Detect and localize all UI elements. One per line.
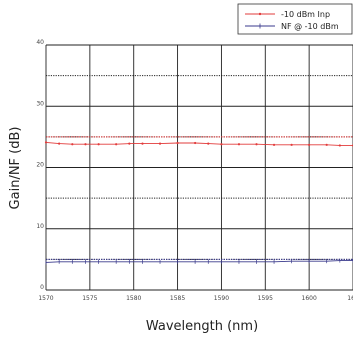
- tick-labels: 0 10 20 30 40 1570 1575 1580 1585 1590 1595 1600 160: [36, 39, 353, 302]
- series-line-nf: [45, 260, 353, 263]
- x-tick-label: 1595: [258, 295, 273, 302]
- x-tick-label: 1600: [302, 295, 317, 302]
- y-tick-label: 40: [36, 39, 44, 46]
- y-tick-label: 20: [36, 162, 44, 169]
- data-point-gain: [84, 143, 87, 146]
- y-tick-label: 0: [40, 284, 44, 291]
- data-point-gain: [237, 143, 241, 146]
- x-tick-label: 1585: [170, 295, 185, 302]
- data-point-gain: [141, 142, 144, 145]
- data-point-gain: [158, 142, 162, 145]
- data-point-gain: [290, 143, 293, 146]
- data-point-gain: [44, 141, 48, 144]
- data-point-gain: [255, 143, 258, 146]
- y-tick-label: 10: [36, 223, 44, 230]
- series-lines: [44, 141, 353, 265]
- data-point-gain: [272, 143, 276, 146]
- data-point-gain: [97, 143, 100, 146]
- data-point-gain: [194, 141, 197, 145]
- legend-label-nf: NF @ -10 dBm: [281, 22, 339, 31]
- data-point-gain: [71, 143, 74, 146]
- grid: [45, 44, 353, 291]
- x-tick-label: 1580: [126, 295, 141, 302]
- x-tick-label: 160: [347, 295, 353, 302]
- legend-marker-gain: [258, 12, 262, 16]
- x-tick-label: 1575: [82, 295, 97, 302]
- x-tick-label: 1590: [214, 295, 229, 302]
- legend-label-gain: -10 dBm Inp: [281, 10, 330, 19]
- data-point-gain: [176, 141, 179, 145]
- reference-lines: [46, 136, 353, 260]
- x-tick-label: 1570: [38, 295, 53, 302]
- data-point-gain: [58, 142, 61, 145]
- y-axis-title: Gain/NF (dB): [8, 127, 23, 210]
- data-point-gain: [308, 143, 311, 146]
- data-point-gain: [338, 144, 341, 147]
- data-point-gain: [220, 143, 223, 146]
- data-point-gain: [207, 142, 210, 145]
- data-point-gain: [128, 142, 131, 145]
- data-point-gain: [115, 143, 118, 146]
- series-line-gain: [45, 141, 353, 146]
- legend: -10 dBm Inp NF @ -10 dBm: [237, 3, 353, 35]
- x-axis-title: Wavelength (nm): [146, 319, 258, 334]
- data-point-gain: [325, 143, 328, 146]
- y-tick-label: 30: [36, 100, 44, 107]
- legend-box: [237, 3, 353, 35]
